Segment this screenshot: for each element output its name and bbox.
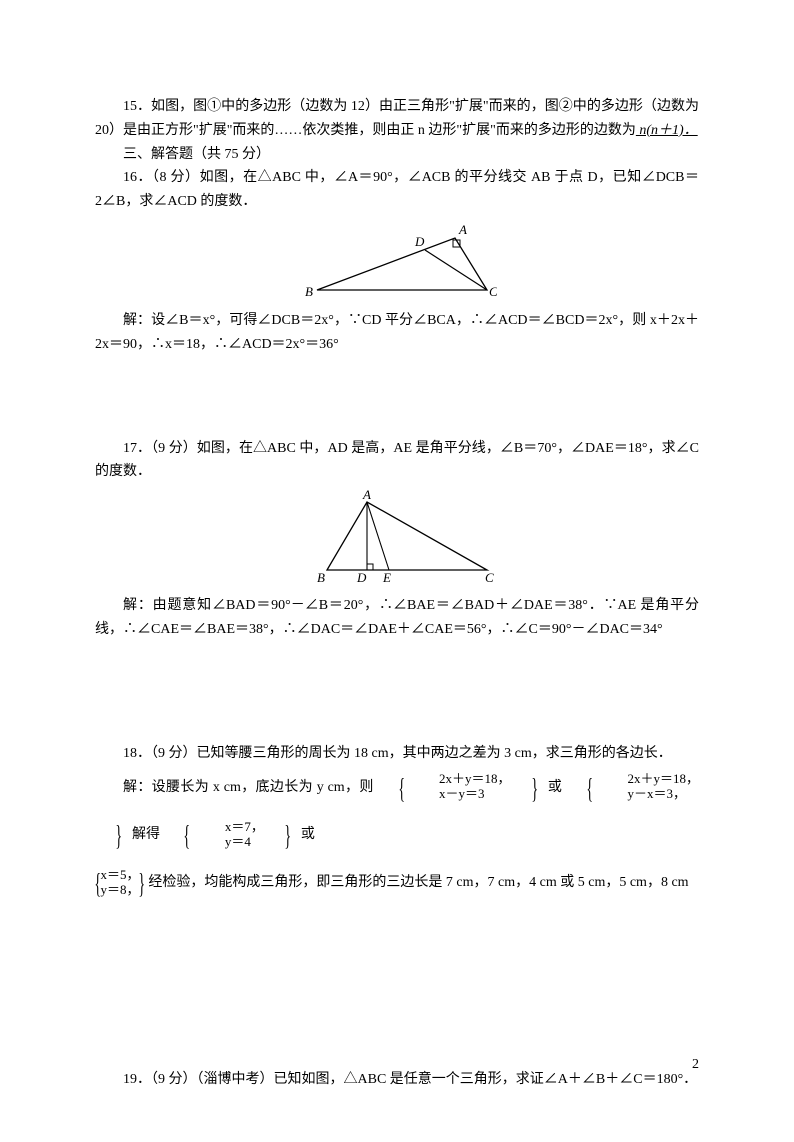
q18-solution: 解：设腰长为 x cm，底边长为 y cm，则 {2x＋y＝18，x－y＝3} … bbox=[95, 766, 699, 861]
svg-text:B: B bbox=[305, 284, 313, 299]
q17-solution: 解：由题意知∠BAD＝90°－∠B＝20°，∴∠BAE＝∠BAD＋∠DAE＝38… bbox=[95, 594, 699, 642]
page-number: 2 bbox=[692, 1057, 699, 1073]
svg-text:C: C bbox=[489, 284, 497, 299]
svg-text:D: D bbox=[356, 570, 367, 585]
q17-figure: A B D E C bbox=[95, 490, 699, 590]
q17-text: 17．（9 分）如图，在△ABC 中，AD 是高，AE 是角平分线，∠B＝70°… bbox=[95, 437, 699, 485]
question-17: 17．（9 分）如图，在△ABC 中，AD 是高，AE 是角平分线，∠B＝70°… bbox=[95, 437, 699, 642]
triangle-figure-16: A B C D bbox=[297, 220, 497, 300]
q16-solution: 解：设∠B＝x°，可得∠DCB＝2x°，∵CD 平分∠BCA，∴∠ACD＝∠BC… bbox=[95, 309, 699, 357]
svg-text:B: B bbox=[317, 570, 325, 585]
brace-icon: { bbox=[384, 766, 405, 814]
question-18: 18．（9 分）已知等腰三角形的周长为 18 cm，其中两边之差为 3 cm，求… bbox=[95, 742, 699, 909]
svg-text:E: E bbox=[382, 570, 391, 585]
triangle-figure-17: A B D E C bbox=[297, 490, 497, 585]
q16-figure: A B C D bbox=[95, 220, 699, 305]
question-15: 15．如图，图①中的多边形（边数为 12）由正三角形"扩展"而来的，图②中的多边… bbox=[95, 95, 699, 143]
brace-icon: { bbox=[94, 861, 101, 909]
q15-answer: n(n＋1)． bbox=[636, 123, 698, 138]
brace-icon: { bbox=[170, 813, 191, 861]
svg-text:C: C bbox=[485, 570, 494, 585]
question-16: 16．（8 分）如图，在△ABC 中，∠A＝90°，∠ACB 的平分线交 AB … bbox=[95, 166, 699, 356]
svg-text:A: A bbox=[362, 490, 371, 502]
question-19: 19．（9 分）（淄博中考）已知如图，△ABC 是任意一个三角形，求证∠A＋∠B… bbox=[95, 1068, 699, 1092]
q16-text: 16．（8 分）如图，在△ABC 中，∠A＝90°，∠ACB 的平分线交 AB … bbox=[95, 166, 699, 214]
svg-text:A: A bbox=[458, 222, 467, 237]
brace-icon: { bbox=[572, 766, 593, 814]
q18-text: 18．（9 分）已知等腰三角形的周长为 18 cm，其中两边之差为 3 cm，求… bbox=[95, 742, 699, 766]
svg-text:D: D bbox=[414, 234, 425, 249]
section-3-header: 三、解答题（共 75 分） bbox=[95, 143, 699, 167]
q18-solution-cont: {x＝5，y＝8，} 经检验，均能构成三角形，即三角形的三边长是 7 cm，7 … bbox=[95, 861, 699, 909]
q15-text: 15．如图，图①中的多边形（边数为 12）由正三角形"扩展"而来的，图②中的多边… bbox=[95, 99, 699, 138]
